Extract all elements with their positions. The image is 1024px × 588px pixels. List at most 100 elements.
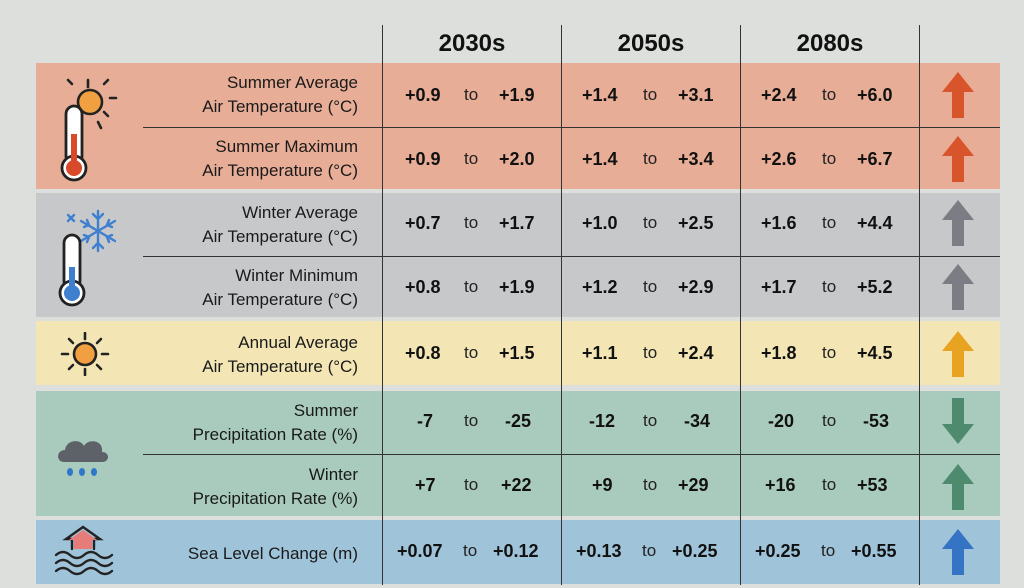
range-low: +1.7 (761, 276, 797, 297)
value-cell: +1.1 to +2.4 (562, 322, 740, 384)
range-low: +2.4 (761, 84, 797, 105)
value-cell: +0.07 to +0.12 (383, 520, 561, 582)
column-divider (561, 25, 562, 585)
range-low: +0.8 (405, 342, 441, 363)
range-low: +0.8 (405, 276, 441, 297)
label-line: Summer (293, 401, 358, 420)
label-line: Winter (308, 465, 358, 484)
value-cell: +0.8 to +1.9 (383, 256, 561, 318)
arrow-up-shape (942, 464, 974, 510)
range-connector: to (464, 85, 479, 104)
value-cell: +1.4 to +3.1 (562, 64, 740, 126)
range-connector: to (643, 411, 658, 430)
range-connector: to (822, 277, 837, 296)
range-connector: to (642, 541, 657, 560)
column-divider (740, 25, 741, 585)
range-connector: to (463, 541, 478, 560)
label-line: Summer Average (226, 73, 358, 92)
range-low: +7 (415, 474, 436, 495)
range-connector: to (464, 213, 479, 232)
band-sea-level (36, 520, 1000, 584)
range-low: +0.25 (755, 540, 801, 561)
row-divider (143, 256, 1000, 257)
band-annual-temperature (36, 321, 1000, 385)
row-label-summer-precipitation: Summer Precipitation Rate (%) (150, 398, 358, 448)
range-high: +0.25 (672, 540, 718, 561)
range-connector: to (822, 149, 837, 168)
arrow-up-icon (942, 331, 974, 377)
label-line: Air Temperature (°C) (202, 290, 358, 309)
range-low: +1.4 (582, 148, 618, 169)
range-high: -53 (863, 410, 890, 431)
arrow-up-icon (942, 464, 974, 510)
value-cell: -7 to -25 (383, 390, 561, 452)
range-connector: to (643, 149, 658, 168)
row-divider (143, 454, 1000, 455)
arrow-up-shape (942, 72, 974, 118)
value-cell: +1.6 to +4.4 (741, 192, 919, 254)
range-high: +3.4 (678, 148, 714, 169)
value-cell: +1.2 to +2.9 (562, 256, 740, 318)
range-high: +1.9 (499, 84, 535, 105)
range-low: +0.07 (397, 540, 443, 561)
range-low: +1.4 (582, 84, 618, 105)
arrow-up-icon (942, 264, 974, 310)
label-line: Air Temperature (°C) (202, 357, 358, 376)
value-cell: +0.13 to +0.25 (562, 520, 740, 582)
arrow-up-shape (942, 200, 974, 246)
range-low: +1.8 (761, 342, 797, 363)
range-low: +9 (592, 474, 613, 495)
value-cell: +1.8 to +4.5 (741, 322, 919, 384)
row-label-annual-average-temp: Annual Average Air Temperature (°C) (150, 330, 358, 380)
range-low: -7 (417, 410, 434, 431)
arrow-up-icon (942, 529, 974, 575)
range-high: +22 (501, 474, 532, 495)
range-high: +3.1 (678, 84, 714, 105)
range-high: +2.9 (678, 276, 714, 297)
range-low: +1.6 (761, 212, 797, 233)
value-cell: +16 to +53 (741, 454, 919, 516)
band-winter-temperature (36, 193, 1000, 317)
thermometer-sun-icon (60, 78, 118, 182)
row-label-sea-level-change: Sea Level Change (m) (150, 540, 358, 568)
column-divider (382, 25, 383, 585)
range-high: +0.55 (851, 540, 897, 561)
column-header-2080s: 2080s (796, 30, 864, 57)
range-high: +6.0 (857, 84, 893, 105)
rain-cloud-icon (58, 441, 108, 476)
value-cell: -20 to -53 (741, 390, 919, 452)
arrow-up-shape (942, 264, 974, 310)
range-high: +6.7 (857, 148, 893, 169)
range-high: +53 (857, 474, 888, 495)
range-high: +29 (678, 474, 709, 495)
label-line: Winter Average (242, 203, 358, 222)
arrow-up-icon (942, 200, 974, 246)
range-high: +1.9 (499, 276, 535, 297)
range-high: +2.4 (678, 342, 714, 363)
range-high: -25 (505, 410, 532, 431)
range-low: +0.7 (405, 212, 441, 233)
range-high: +4.4 (857, 212, 893, 233)
range-low: +1.2 (582, 276, 618, 297)
sea-level-rise-icon (54, 525, 114, 576)
range-connector: to (643, 277, 658, 296)
value-cell: +2.4 to +6.0 (741, 64, 919, 126)
range-low: +16 (765, 474, 796, 495)
row-label-winter-average-temp: Winter Average Air Temperature (°C) (150, 200, 358, 250)
value-cell: +7 to +22 (383, 454, 561, 516)
row-label-winter-precipitation: Winter Precipitation Rate (%) (150, 462, 358, 512)
range-low: +0.9 (405, 84, 441, 105)
row-label-summer-maximum-temp: Summer Maximum Air Temperature (°C) (150, 134, 358, 184)
label-line: Winter Minimum (235, 266, 358, 285)
range-connector: to (464, 411, 479, 430)
range-high: +5.2 (857, 276, 893, 297)
value-cell: +1.4 to +3.4 (562, 128, 740, 190)
arrow-up-icon (942, 72, 974, 118)
label-line: Air Temperature (°C) (202, 97, 358, 116)
range-connector: to (822, 411, 837, 430)
value-cell: +0.9 to +1.9 (383, 64, 561, 126)
row-label-winter-minimum-temp: Winter Minimum Air Temperature (°C) (150, 263, 358, 313)
range-low: +2.6 (761, 148, 797, 169)
value-cell: +2.6 to +6.7 (741, 128, 919, 190)
